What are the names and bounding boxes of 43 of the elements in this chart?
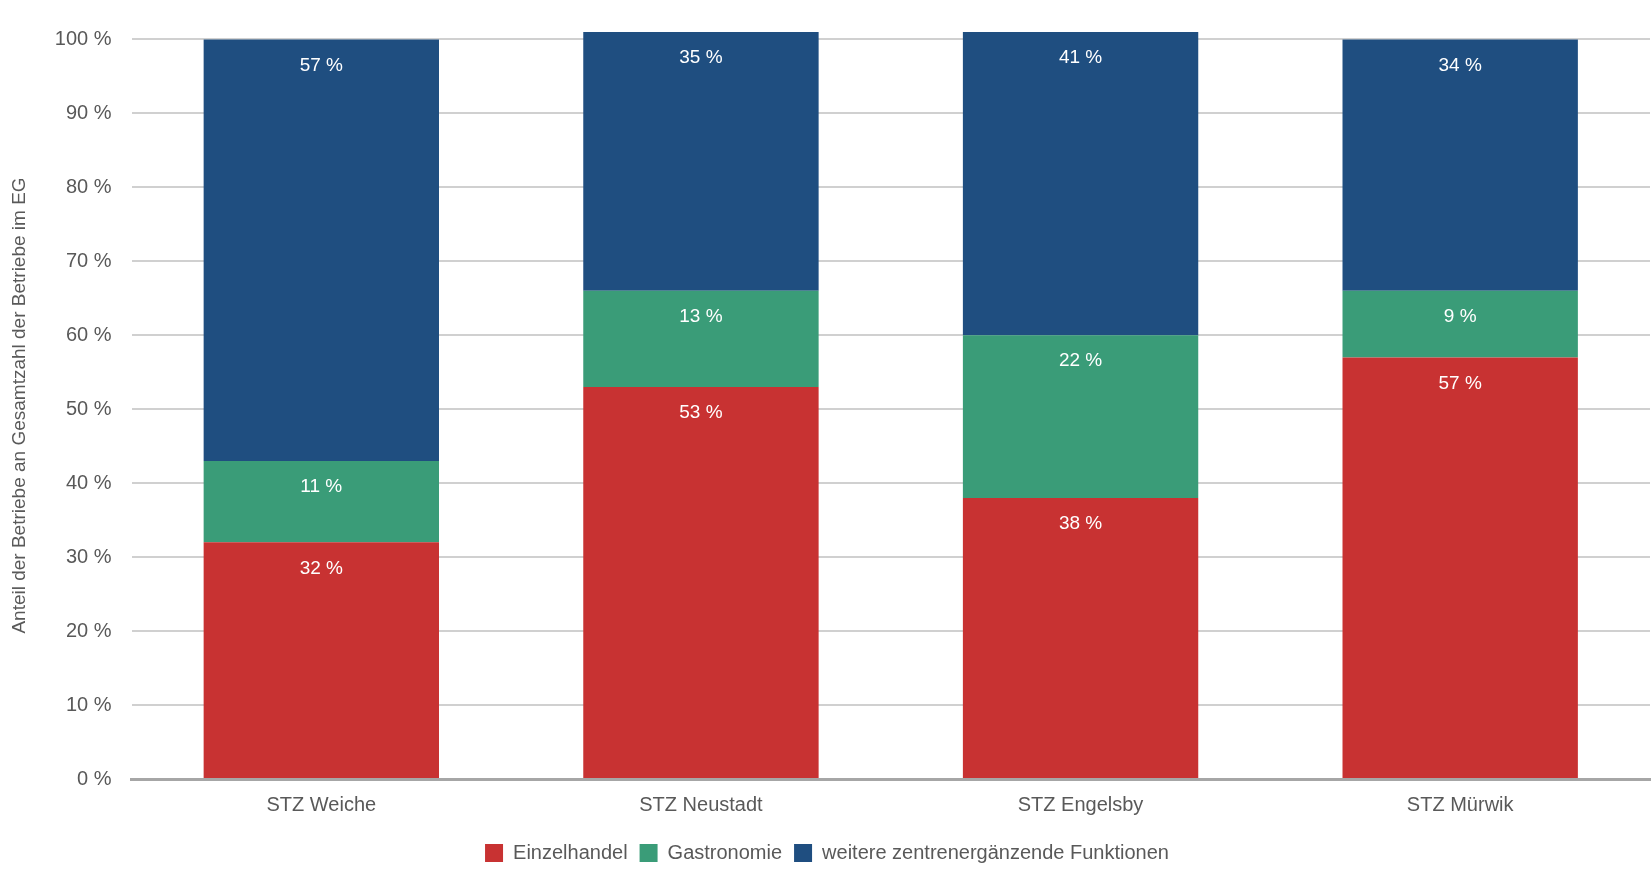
data-label: 34 % [1438, 53, 1482, 75]
data-label: 9 % [1443, 305, 1477, 327]
bar [583, 387, 819, 778]
y-tick-label: 100 % [54, 26, 112, 49]
y-tick-label: 20 % [65, 618, 112, 641]
bar [1342, 39, 1578, 291]
bar [583, 32, 819, 291]
bar [962, 32, 1199, 336]
y-tick-label: 80 % [65, 174, 112, 197]
y-axis-title: Anteil der Betriebe an Gesamtzahl der Betriebe im EG [7, 177, 29, 634]
y-tick-label: 90 % [65, 100, 112, 123]
bar [962, 335, 1199, 498]
x-tick-label: STZ Weiche [266, 792, 377, 815]
legend-label: Gastronomie [667, 840, 783, 863]
data-label: 57 % [299, 53, 344, 75]
legend-label: weitere zentrenergänzende Funktionen [821, 840, 1169, 863]
bar [962, 497, 1199, 778]
bar [203, 460, 439, 543]
data-label: 53 % [679, 401, 723, 423]
data-label: 22 % [1058, 349, 1103, 371]
bar [1342, 290, 1578, 358]
data-label: 13 % [679, 305, 723, 327]
y-tick-label: 0 % [77, 766, 112, 789]
y-tick-label: 50 % [65, 396, 112, 419]
legend-label: Einzelhandel [513, 840, 628, 863]
data-label: 41 % [1058, 46, 1103, 68]
bar [203, 542, 439, 778]
bar [1342, 357, 1578, 778]
x-tick-label: STZ Engelsby [1017, 792, 1144, 815]
bar [583, 290, 819, 388]
data-label: 11 % [300, 475, 343, 497]
data-label: 35 % [679, 46, 723, 68]
data-label: 38 % [1058, 512, 1103, 534]
x-tick-label: STZ Mürwik [1406, 792, 1515, 815]
y-tick-label: 30 % [65, 544, 112, 567]
bar [203, 39, 439, 461]
data-label: 57 % [1438, 371, 1482, 393]
data-label: 32 % [299, 556, 344, 578]
y-tick-label: 70 % [65, 248, 112, 271]
y-tick-label: 40 % [65, 470, 112, 493]
y-tick-label: 10 % [65, 692, 112, 715]
y-tick-label: 60 % [65, 322, 112, 345]
x-tick-label: STZ Neustadt [639, 792, 764, 815]
